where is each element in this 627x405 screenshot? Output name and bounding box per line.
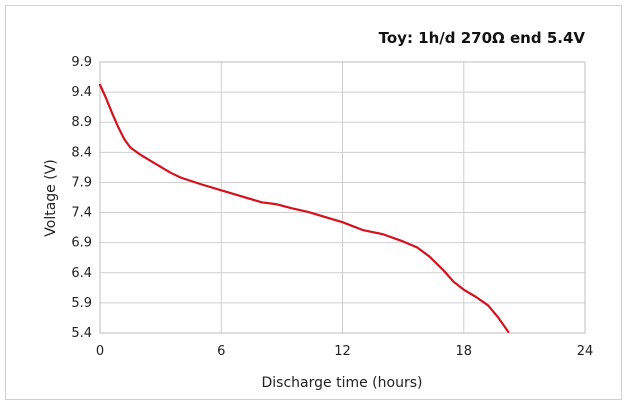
plot-area-border xyxy=(99,61,586,334)
x-tick-label: 0 xyxy=(96,344,104,359)
y-tick-label: 8.9 xyxy=(71,115,92,130)
chart-title: Toy: 1h/d 270Ω end 5.4V xyxy=(379,29,586,47)
series-line xyxy=(98,83,510,333)
x-axis-title: Discharge time (hours) xyxy=(262,375,423,391)
y-tick-label: 8.4 xyxy=(71,145,92,160)
y-tick-label: 9.4 xyxy=(71,85,92,100)
x-tick-label: 12 xyxy=(334,344,351,359)
grid-layer xyxy=(99,61,586,334)
y-tick-label: 7.4 xyxy=(71,206,92,221)
x-tick-label: 24 xyxy=(577,344,594,359)
y-axis-title: Voltage (V) xyxy=(43,159,59,236)
x-tick-label: 6 xyxy=(217,344,225,359)
y-tick-label: 5.4 xyxy=(71,326,92,341)
tick-label-layer: 5.4 5.9 6.4 6.9 7.4 7.9 8.4 8.9 9.4 9.9 0 6 12 18 24 xyxy=(71,55,593,359)
x-tick-label: 18 xyxy=(455,344,472,359)
chart-frame xyxy=(5,5,622,400)
y-tick-label: 6.9 xyxy=(71,236,92,251)
y-tick-label: 7.9 xyxy=(71,175,92,190)
y-tick-label: 5.9 xyxy=(71,296,92,311)
y-tick-label: 6.4 xyxy=(71,266,92,281)
series-layer xyxy=(98,83,510,333)
y-tick-label: 9.9 xyxy=(71,55,92,70)
